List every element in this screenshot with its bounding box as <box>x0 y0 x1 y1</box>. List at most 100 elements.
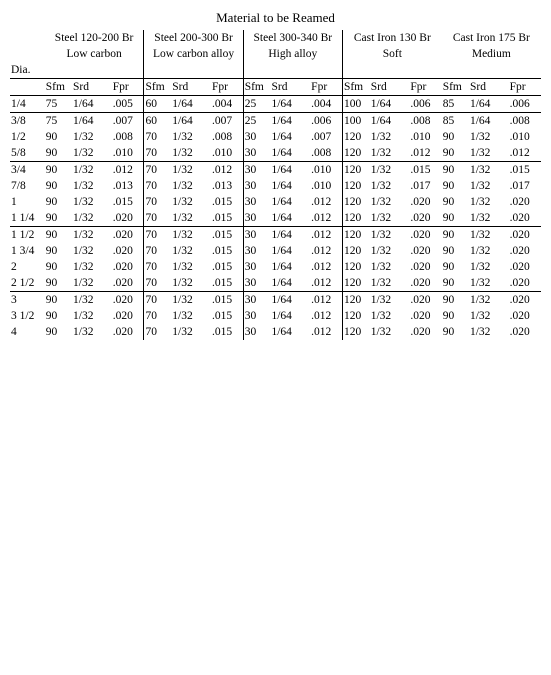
cell: 75 <box>45 113 72 130</box>
cell: .020 <box>409 194 441 210</box>
cell: 1/32 <box>171 145 211 162</box>
group-1-l1: Steel 120-200 Br <box>45 30 144 46</box>
cell: 90 <box>45 194 72 210</box>
cell: 30 <box>243 210 270 227</box>
cell: 1/32 <box>469 324 509 340</box>
cell: .020 <box>509 194 541 210</box>
cell: .015 <box>409 162 441 179</box>
cell: .015 <box>509 162 541 179</box>
cell: 120 <box>342 129 369 145</box>
cell: 30 <box>243 292 270 309</box>
cell: 1/32 <box>469 210 509 227</box>
cell: 90 <box>45 324 72 340</box>
cell: .004 <box>310 96 342 113</box>
col-srd: Srd <box>72 79 112 96</box>
cell: .020 <box>509 275 541 292</box>
group-5-l2: Medium <box>442 46 541 62</box>
cell: 25 <box>243 96 270 113</box>
cell: 1/4 <box>10 96 45 113</box>
cell: 1/32 <box>72 324 112 340</box>
cell: 90 <box>45 308 72 324</box>
col-sfm: Sfm <box>144 79 171 96</box>
cell: 1/32 <box>370 324 410 340</box>
cell: 1/32 <box>370 210 410 227</box>
col-fpr: Fpr <box>509 79 541 96</box>
cell: 1/32 <box>469 259 509 275</box>
cell: 60 <box>144 96 171 113</box>
cell: .008 <box>112 129 144 145</box>
table-row: 7/8901/32.013701/32.013301/64.0101201/32… <box>10 178 541 194</box>
cell: 1/64 <box>270 243 310 259</box>
cell: 1/64 <box>270 113 310 130</box>
cell: 70 <box>144 129 171 145</box>
cell: 1/32 <box>370 129 410 145</box>
cell: .012 <box>310 194 342 210</box>
cell: 1/64 <box>469 96 509 113</box>
col-fpr: Fpr <box>211 79 243 96</box>
cell: .006 <box>310 113 342 130</box>
cell: .010 <box>509 129 541 145</box>
cell: .013 <box>112 178 144 194</box>
group-1-l2: Low carbon <box>45 46 144 62</box>
cell: 90 <box>45 292 72 309</box>
cell: .015 <box>211 210 243 227</box>
cell: 1/64 <box>72 113 112 130</box>
cell: 120 <box>342 243 369 259</box>
cell: 1/64 <box>171 96 211 113</box>
cell: 1/32 <box>171 227 211 244</box>
cell: 1/32 <box>171 259 211 275</box>
group-4-l1: Cast Iron 130 Br <box>342 30 441 46</box>
cell: 1/32 <box>171 129 211 145</box>
cell: 3/8 <box>10 113 45 130</box>
cell: .010 <box>310 162 342 179</box>
cell: .017 <box>409 178 441 194</box>
group-header-row-2: Low carbon Low carbon alloy High alloy S… <box>10 46 541 62</box>
cell: 1/64 <box>270 162 310 179</box>
cell: .015 <box>211 243 243 259</box>
col-sfm: Sfm <box>45 79 72 96</box>
cell: 90 <box>442 145 469 162</box>
cell: 1/32 <box>370 194 410 210</box>
cell: 1/32 <box>370 308 410 324</box>
cell: 30 <box>243 194 270 210</box>
col-srd: Srd <box>469 79 509 96</box>
group-3-l2: High alloy <box>243 46 342 62</box>
cell: .012 <box>310 275 342 292</box>
cell: 1 1/4 <box>10 210 45 227</box>
col-sfm: Sfm <box>442 79 469 96</box>
cell: 120 <box>342 275 369 292</box>
cell: 1/32 <box>171 324 211 340</box>
cell: 120 <box>342 227 369 244</box>
cell: 1/64 <box>270 275 310 292</box>
cell: 1/32 <box>171 308 211 324</box>
cell: .020 <box>509 308 541 324</box>
cell: 1 <box>10 194 45 210</box>
table-row: 1/2901/32.008701/32.008301/64.0071201/32… <box>10 129 541 145</box>
cell: .020 <box>509 259 541 275</box>
col-fpr: Fpr <box>310 79 342 96</box>
reaming-table: Steel 120-200 Br Steel 200-300 Br Steel … <box>10 30 541 340</box>
cell: .015 <box>211 292 243 309</box>
cell: .020 <box>409 210 441 227</box>
cell: 90 <box>45 259 72 275</box>
cell: .020 <box>409 275 441 292</box>
cell: 90 <box>442 324 469 340</box>
table-row: 1901/32.015701/32.015301/64.0121201/32.0… <box>10 194 541 210</box>
cell: 90 <box>442 259 469 275</box>
cell: 30 <box>243 275 270 292</box>
cell: 1/64 <box>270 227 310 244</box>
cell: 1/32 <box>469 162 509 179</box>
cell: 1/32 <box>469 275 509 292</box>
cell: 1 3/4 <box>10 243 45 259</box>
cell: 30 <box>243 162 270 179</box>
cell: 1/2 <box>10 129 45 145</box>
cell: 1/32 <box>370 259 410 275</box>
cell: 90 <box>45 145 72 162</box>
cell: 1/32 <box>469 227 509 244</box>
cell: 90 <box>45 178 72 194</box>
cell: .012 <box>211 162 243 179</box>
cell: 100 <box>342 113 369 130</box>
cell: .017 <box>509 178 541 194</box>
cell: .020 <box>509 324 541 340</box>
cell: .020 <box>409 324 441 340</box>
